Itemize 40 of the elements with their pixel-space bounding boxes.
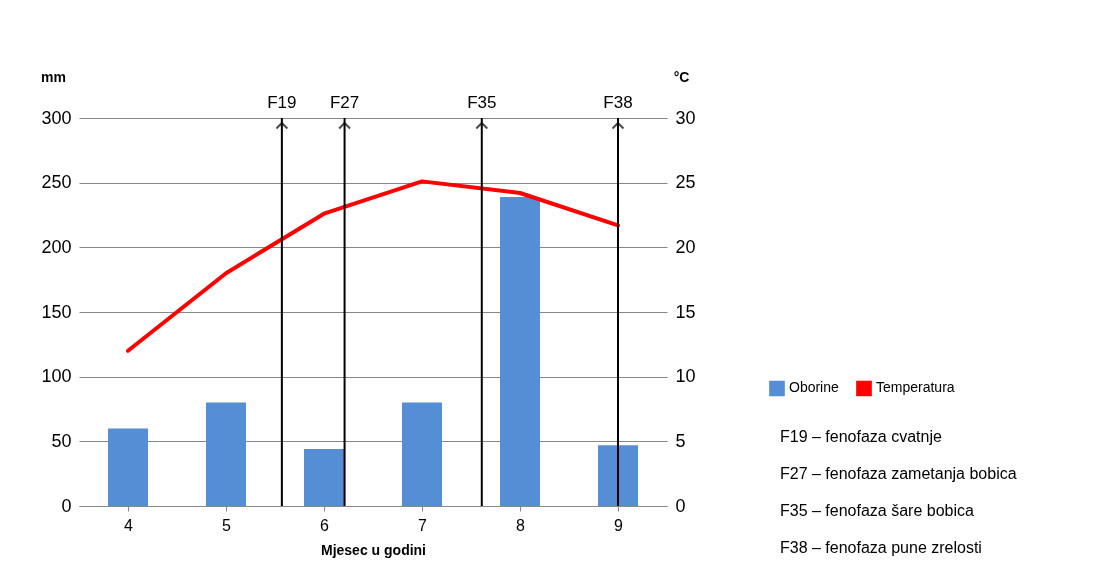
y-tick-label: 50 — [51, 430, 72, 451]
x-tick-label: 6 — [320, 516, 330, 534]
text: F35 – fenofaza šare bobica — [780, 502, 975, 521]
line-series — [126, 179, 620, 353]
legend-label: Oborine — [789, 379, 840, 396]
y-tick-label: 150 — [41, 301, 72, 322]
x-tick-label: 7 — [418, 516, 428, 534]
y-axis-title: mm — [41, 68, 66, 85]
bar — [402, 402, 442, 506]
y2-tick-label: 15 — [675, 301, 696, 322]
ref-line-label: F35 — [467, 93, 497, 112]
bar — [304, 449, 344, 506]
y-tick-label: 200 — [41, 236, 72, 257]
y-tick-label: 100 — [41, 366, 72, 387]
y2-tick-label: 5 — [675, 430, 686, 451]
ref-line-label: F38 — [603, 93, 633, 112]
y2-axis-title: °C — [673, 68, 690, 85]
legend-label: Temperatura — [876, 379, 955, 396]
x-tick-label: 8 — [516, 516, 526, 534]
bar — [598, 445, 638, 506]
ref-line-label: F19 — [267, 93, 297, 112]
bar — [500, 196, 540, 506]
text: F38 – fenofaza pune zrelosti — [780, 539, 983, 558]
y2-tick-label: 0 — [675, 495, 686, 516]
x-axis-title: Mjesec u godini — [320, 541, 427, 558]
y2-tick-label: 20 — [675, 236, 696, 257]
y-tick-label: 250 — [41, 172, 72, 193]
y2-tick-label: 25 — [675, 172, 696, 193]
text: F27 – fenofaza zametanja bobica — [780, 465, 1017, 484]
y2-tick-label: 10 — [675, 366, 696, 387]
text: F19 – fenofaza cvatnje — [780, 428, 943, 447]
bar — [206, 402, 246, 506]
x-tick-label: 4 — [124, 516, 134, 534]
x-tick-label: 5 — [222, 516, 232, 534]
y-tick-label: 0 — [61, 495, 72, 516]
ref-line-label: F27 — [329, 93, 360, 112]
y-tick-label: 300 — [41, 107, 72, 128]
x-tick-label: 9 — [614, 516, 624, 534]
y2-tick-label: 30 — [675, 107, 696, 128]
bar — [108, 428, 148, 506]
